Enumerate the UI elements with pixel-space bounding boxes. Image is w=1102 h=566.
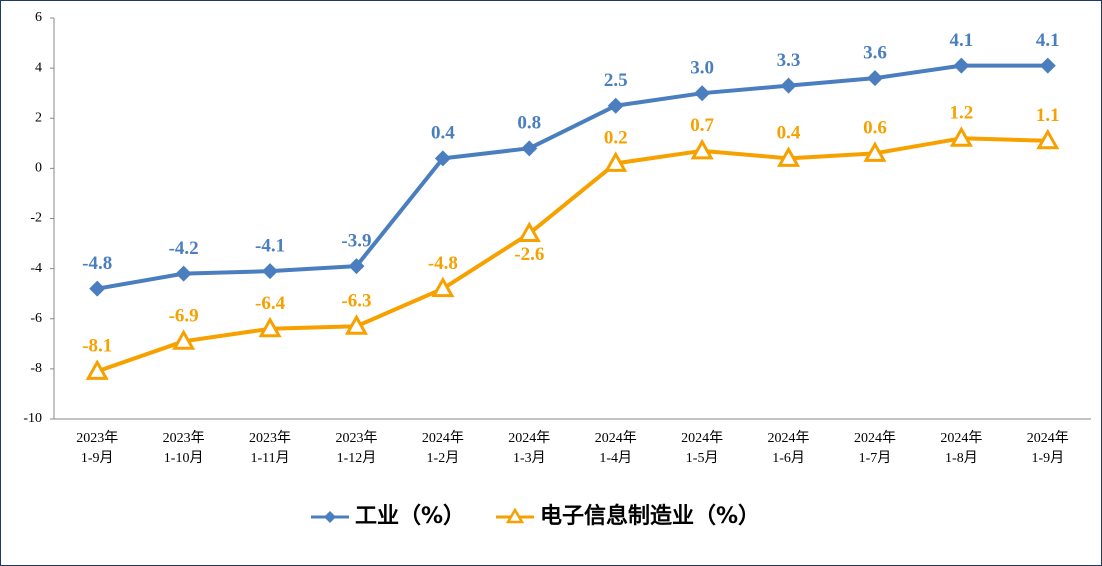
marker: [690, 138, 714, 160]
marker: [348, 258, 365, 275]
x-tick-label: 2023年 1-9月: [76, 431, 119, 466]
marker: [517, 221, 541, 243]
y-tick-label: -4: [30, 261, 42, 276]
x-tick-label: 2023年 1-11月: [249, 431, 292, 466]
marker: [434, 150, 451, 167]
y-tick-label: 0: [35, 161, 42, 176]
data-label: 4.1: [950, 30, 974, 51]
data-label: -4.1: [255, 235, 285, 256]
data-label: 1.1: [1036, 105, 1060, 126]
data-label: 0.8: [517, 113, 541, 134]
data-label: 1.2: [950, 103, 974, 124]
marker: [953, 57, 970, 74]
y-tick-label: -8: [30, 361, 42, 376]
marker: [1039, 57, 1056, 74]
data-label: -4.2: [169, 238, 199, 259]
data-label: 0.4: [431, 123, 455, 144]
marker: [89, 280, 106, 297]
data-label: -6.9: [169, 306, 199, 327]
data-label: 3.3: [777, 50, 801, 71]
legend-label: 电子信息制造业（%）: [540, 503, 760, 529]
data-label: 3.6: [863, 43, 887, 64]
x-tick-label: 2024年 1-3月: [508, 431, 551, 466]
data-label: 0.4: [777, 123, 801, 144]
marker: [521, 140, 538, 157]
series-line: [96, 136, 1048, 374]
x-tick-label: 2023年 1-12月: [335, 431, 378, 466]
data-label: -4.8: [428, 253, 458, 274]
y-tick-label: -6: [30, 311, 42, 326]
data-label: -3.9: [341, 230, 371, 251]
y-tick-label: 6: [35, 10, 42, 25]
x-tick-label: 2024年 1-7月: [853, 431, 896, 466]
marker: [776, 146, 801, 167]
marker: [694, 85, 711, 102]
y-tick-label: -2: [30, 211, 42, 226]
y-tick-label: 2: [35, 110, 42, 125]
legend-marker: [324, 511, 336, 523]
x-tick-label: 2024年 1-8月: [940, 431, 983, 466]
marker: [607, 97, 624, 114]
marker: [172, 329, 196, 350]
data-label: 2.5: [604, 70, 628, 91]
y-tick-label: -10: [23, 411, 42, 426]
x-tick-label: 2024年 1-6月: [767, 431, 810, 466]
series-line: [96, 63, 1048, 291]
data-label: 4.1: [1036, 30, 1060, 51]
marker: [258, 316, 282, 338]
marker: [344, 314, 369, 335]
data-label: 0.6: [863, 118, 887, 139]
marker: [262, 263, 279, 280]
marker: [780, 77, 797, 94]
x-tick-label: 2024年 1-5月: [681, 431, 724, 466]
marker: [863, 141, 887, 162]
marker: [1036, 128, 1060, 150]
x-tick-label: 2024年 1-9月: [1026, 431, 1069, 466]
marker: [431, 276, 455, 298]
data-label: -2.6: [514, 244, 544, 265]
x-tick-label: 2024年 1-4月: [594, 431, 637, 466]
marker: [949, 126, 973, 147]
data-label: 0.2: [604, 128, 628, 149]
legend-marker: [505, 507, 525, 524]
x-tick-label: 2024年 1-2月: [421, 431, 464, 466]
data-label: -6.4: [255, 293, 286, 314]
y-tick-label: 4: [35, 60, 42, 75]
legend-label: 工业（%）: [355, 504, 465, 529]
data-label: -4.8: [82, 253, 112, 274]
data-label: 0.7: [690, 115, 714, 136]
marker: [175, 265, 192, 282]
x-tick-label: 2023年 1-10月: [162, 431, 205, 466]
marker: [85, 359, 109, 380]
marker: [604, 151, 628, 172]
data-label: -6.3: [341, 291, 371, 312]
data-label: -8.1: [82, 336, 112, 357]
data-label: 3.0: [690, 58, 714, 79]
marker: [866, 70, 883, 87]
